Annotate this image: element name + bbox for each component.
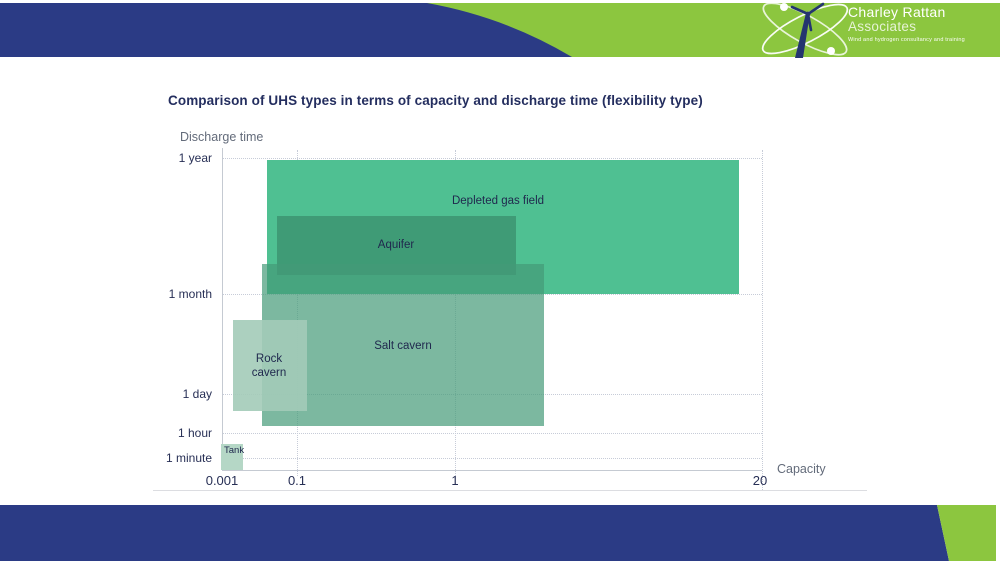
xtick-20: 20 xyxy=(752,473,768,488)
label-aquifer: Aquifer xyxy=(377,239,415,251)
ytick-1-minute: 1 minute xyxy=(165,451,212,465)
region-tank xyxy=(221,444,243,470)
gridline-1-hour xyxy=(222,433,762,434)
region-rock-cavern xyxy=(233,320,307,411)
footer-green-shape xyxy=(937,505,996,561)
y-axis-label: Discharge time xyxy=(180,130,264,144)
xtick-0-001: 0.001 xyxy=(205,473,239,488)
ytick-1-day: 1 day xyxy=(182,387,212,401)
gridline-20 xyxy=(762,150,763,490)
xtick-1: 1 xyxy=(451,473,459,488)
separator-line xyxy=(153,490,867,491)
wind-turbine-icon xyxy=(761,2,849,58)
y-axis xyxy=(222,148,223,470)
logo-name: Charley Rattan xyxy=(848,4,946,20)
gridline-1-year xyxy=(222,158,762,159)
xtick-0-1: 0.1 xyxy=(287,473,307,488)
label-tank: Tank xyxy=(224,445,245,456)
ytick-1-year: 1 year xyxy=(178,151,212,165)
footer-navy-shape xyxy=(0,505,949,561)
header-navy-shape xyxy=(0,3,572,57)
footer-band xyxy=(0,505,996,561)
page-title: Comparison of UHS types in terms of capa… xyxy=(168,93,703,108)
ytick-1-hour: 1 hour xyxy=(177,426,212,440)
label-rock-cavern: Rock cavern xyxy=(251,353,287,380)
gridline-1-minute xyxy=(222,458,762,459)
label-depleted-gas-field: Depleted gas field xyxy=(451,195,545,207)
region-salt-cavern xyxy=(262,264,544,426)
logo-tagline: Wind and hydrogen consultancy and traini… xyxy=(848,36,965,43)
label-salt-cavern: Salt cavern xyxy=(374,340,432,352)
ytick-1-month: 1 month xyxy=(168,287,212,301)
x-axis xyxy=(222,470,762,471)
brand-logo: Charley Rattan Associates Wind and hydro… xyxy=(848,5,965,44)
x-axis-label: Capacity xyxy=(777,462,826,476)
logo-subname: Associates xyxy=(848,18,917,34)
